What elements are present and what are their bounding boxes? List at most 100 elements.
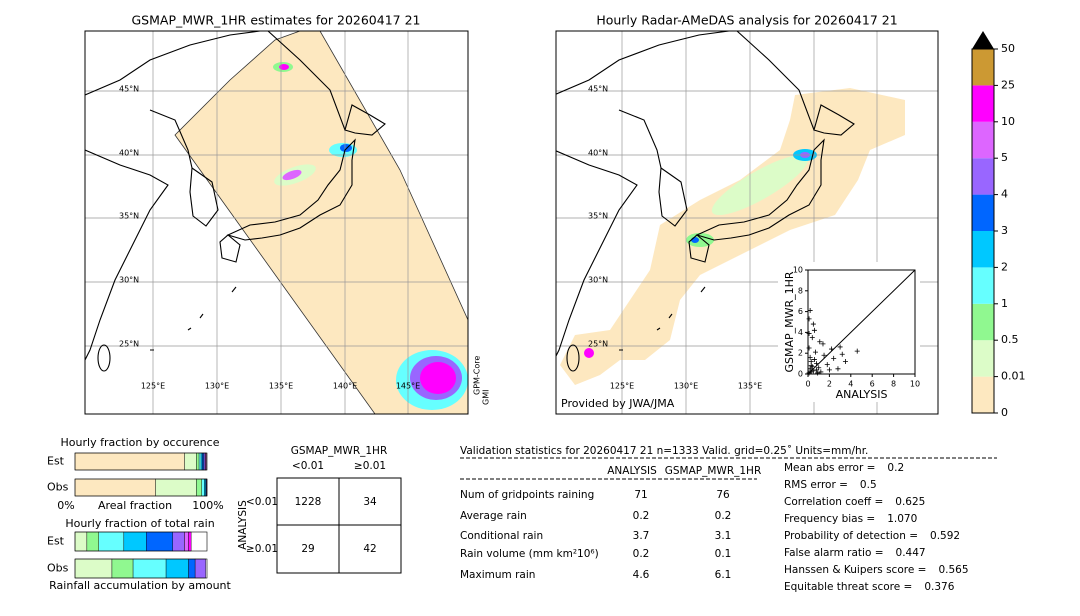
fraction-segment [74,478,156,497]
colorbar-label: 3 [1001,224,1008,237]
colorbar-extend [972,31,994,49]
stat-value: 71 [634,489,647,501]
score-label: Frequency bias = [784,513,875,525]
score-label: Mean abs error = [784,462,875,474]
scatter-point [815,370,821,376]
scatter-point [809,335,815,341]
fraction-segment [74,531,88,552]
lat-label: 35°N [119,212,139,221]
map-title: GSMAP_MWR_1HR estimates for 20260417 21 [132,13,421,28]
stat-label: Num of gridpoints raining [460,489,594,501]
row-label: Est [47,535,65,548]
lat-label: 25°N [119,340,139,349]
row-label: ≥0.01 [246,543,278,555]
lon-label: 125°E [610,382,634,391]
scatter-point [814,361,820,367]
score-value: 1.070 [887,513,917,525]
fraction-segment [194,558,206,579]
rain-area [420,362,456,394]
fraction-segment [184,531,189,552]
map-frame [555,30,939,415]
score-label: Correlation coeff = [784,496,883,508]
stat-value: 3.7 [633,530,650,542]
score-value: 0.2 [887,462,904,474]
rain-area [691,237,699,243]
scatter-point [811,327,817,333]
colorbar-label: 0.01 [1001,370,1026,383]
axis-label: 100% [192,499,223,512]
scatter-point [810,321,816,327]
table-cell: 42 [363,543,376,555]
stat-value: 4.6 [633,569,650,581]
colorbar-segment [972,85,994,122]
x-tick-label: 2 [827,380,832,389]
scatter-point [810,368,816,374]
colorbar-label: 10 [1001,115,1015,128]
fraction-segment [74,558,113,579]
column-header: ANALYSIS [607,465,657,477]
colorbar-label: 25 [1001,78,1015,91]
colorbar-label: 2 [1001,260,1008,273]
colorbar-label: 50 [1001,42,1015,55]
score-label: Probability of detection = [784,530,918,542]
bar-frame [74,558,208,579]
analysis-domain [560,88,905,385]
rain-area [282,169,302,181]
rain-area [711,154,809,216]
y-tick-label: 2 [798,349,803,358]
contingency-grid [276,477,402,574]
fraction-segment [172,531,185,552]
row-label: Obs [47,481,69,494]
stat-label: Maximum rain [460,569,535,581]
fraction-segment [196,478,202,497]
scatter-point [806,316,812,322]
colorbar-label: 0 [1001,406,1008,419]
row-label: <0.01 [246,496,278,508]
map-frame [84,30,469,415]
scatter-point [821,352,827,358]
credit: Provided by JWA/JMA [561,397,675,410]
table-cell: 29 [301,543,314,555]
x-tick-label: 4 [848,380,853,389]
row-label: Est [47,455,65,468]
bar-frame [74,478,208,497]
fraction-segment [146,531,173,552]
colorbar-label: 5 [1001,151,1008,164]
scatter-point [806,370,812,376]
table-cell: 1228 [295,496,322,508]
x-tick-label: 10 [910,380,920,389]
bar-frame [74,452,208,471]
lat-label: 35°N [588,212,608,221]
side-label: GPM-Core [473,356,482,395]
fraction-segment [165,558,189,579]
scatter-point [807,308,813,314]
scatter-point [816,365,822,371]
fraction-segment [188,531,192,552]
panel-title: Hourly fraction by occurence [61,436,220,449]
scatter-point [808,363,814,369]
scatter-point [829,346,835,352]
row-label: Obs [47,562,69,575]
colorbar-segment [972,267,994,304]
map-title: Hourly Radar-AMeDAS analysis for 2026041… [596,13,897,28]
row-title: ANALYSIS [237,500,249,550]
colorbar-segment [972,303,994,341]
fraction-segment [74,452,185,471]
lon-label: 135°E [738,382,762,391]
rain-area [584,348,594,358]
scatter-point [814,367,820,373]
bar-frame [74,531,208,552]
scatter-point [835,366,841,372]
stat-value: 76 [716,489,730,501]
fraction-segment [198,452,202,471]
stat-label: Conditional rain [460,530,543,542]
fraction-segment [132,558,167,579]
stat-value: 6.1 [715,569,732,581]
score-value: 0.625 [895,496,925,508]
axis-label: Rainfall accumulation by amount [49,579,231,592]
lat-label: 25°N [588,340,608,349]
table-title: GSMAP_MWR_1HR [291,445,387,457]
stat-value: 0.2 [633,548,650,560]
col-label: ≥0.01 [354,460,386,472]
scatter-point [854,348,860,354]
